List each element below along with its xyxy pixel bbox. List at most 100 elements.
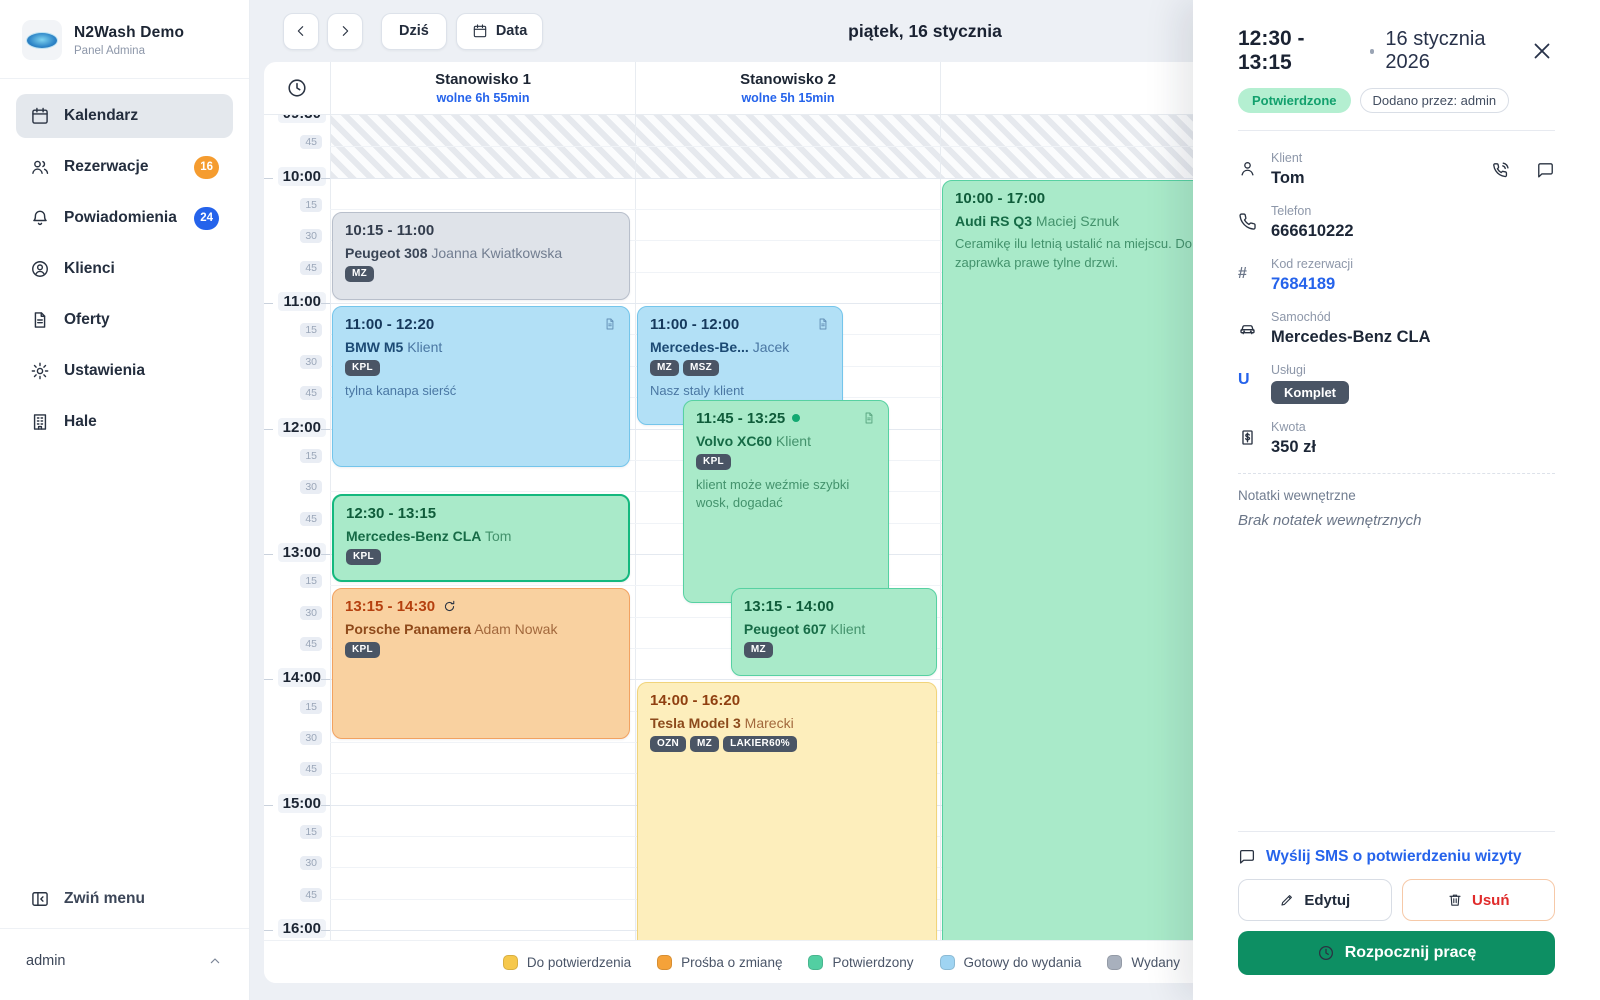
event-tag: KPL (696, 453, 731, 470)
column-free-time: wolne 5h 15min (741, 91, 835, 105)
event-tags: KPL (346, 548, 616, 565)
event-car: Porsche Panamera (345, 620, 472, 637)
event-tag: MSZ (683, 359, 720, 376)
event-card-mercedes-benz-cla[interactable]: 12:30 - 13:15 Mercedes-Benz CLA Tom KPL (332, 493, 630, 582)
clock-icon (286, 77, 308, 99)
event-time: 14:00 - 16:20 (650, 691, 741, 709)
event-time: 13:15 - 14:30 (345, 598, 617, 615)
hour-tick (321, 679, 330, 681)
current-date-title: piątek, 16 stycznia (848, 20, 1002, 41)
collapse-menu-button[interactable]: Zwiń menu (0, 870, 249, 928)
sidebar-item-oferty[interactable]: Oferty (16, 298, 233, 342)
event-client: Marecki (740, 714, 794, 731)
added-by-badge: Dodano przez: admin (1359, 88, 1510, 113)
legend-swatch (1107, 954, 1123, 970)
notes-label: Notatki wewnętrzne (1238, 488, 1356, 503)
hash-icon: # (1238, 265, 1247, 282)
minute-label: 30 (264, 354, 322, 369)
phone-call-icon[interactable] (1491, 161, 1510, 180)
sidebar-item-klienci[interactable]: Klienci (16, 247, 233, 291)
next-day-button[interactable] (327, 12, 363, 50)
app-header: N2Wash Demo Panel Admina (0, 0, 249, 79)
field-label: Klient (1271, 151, 1303, 165)
sidebar-item-hale[interactable]: Hale (16, 400, 233, 444)
hour-tick (264, 177, 273, 179)
event-tags: MZ (743, 641, 924, 658)
event-vehicle-row: Mercedes-Be... Jacek (650, 339, 830, 355)
field-value: Tom (1271, 169, 1305, 187)
delete-button[interactable]: Usuń (1401, 879, 1555, 921)
hour-tick (321, 553, 330, 555)
sidebar-item-label: Ustawienia (64, 362, 145, 379)
sidebar-item-powiadomienia[interactable]: Powiadomienia 24 (16, 196, 233, 240)
user-menu[interactable]: admin (0, 928, 249, 1000)
event-note: klient może weźmie szybki wosk, dogadać (696, 476, 850, 511)
field-label: Telefon (1271, 204, 1312, 218)
minute-label: 15 (264, 574, 322, 589)
minute-label: 45 (264, 887, 322, 902)
legend-item-potwierdzony: Potwierdzony (808, 954, 914, 970)
edit-button[interactable]: Edytuj (1238, 879, 1392, 921)
event-card-bmw-m5[interactable]: 11:00 - 12:20 BMW M5 Klient KPL tylna kanap… (332, 305, 630, 467)
minute-label: 15 (264, 198, 322, 213)
chat-icon[interactable] (1536, 161, 1555, 180)
event-tag: LAKIER60% (723, 735, 797, 752)
event-card-tesla-model-3[interactable]: 14:00 - 16:20 Tesla Model 3 Marecki OZN MZ L… (637, 681, 937, 940)
event-card-peugeot-308[interactable]: 10:15 - 11:00 Peugeot 308 Joanna Kwiatkow… (332, 211, 630, 300)
event-car: Volvo XC60 (696, 432, 773, 449)
legend-label: Potwierdzony (832, 954, 914, 970)
event-card-porsche-panamera[interactable]: 13:15 - 14:30 Porsche Panamera Adam Nowak… (332, 587, 630, 739)
column-header-stanowisko-2: Stanowisko 2 wolne 5h 15min (635, 62, 940, 114)
person-circle-icon (30, 259, 50, 279)
sidebar: N2Wash Demo Panel Admina Kalendarz Rezerw… (0, 0, 250, 1000)
sidebar-item-label: Hale (64, 413, 97, 430)
status-badge: Potwierdzone (1238, 88, 1351, 113)
sidebar-item-rezerwacje[interactable]: Rezerwacje 16 (16, 145, 233, 189)
field-label: Samochód (1271, 310, 1331, 324)
sidebar-item-kalendarz[interactable]: Kalendarz (16, 94, 233, 138)
event-vehicle-row: Mercedes-Benz CLA Tom (346, 528, 616, 544)
event-tag: MZ (345, 265, 375, 282)
field-label: Kod rezerwacji (1271, 257, 1353, 271)
start-work-button[interactable]: Rozpocznij pracę (1238, 931, 1555, 975)
minute-label: 45 (264, 386, 322, 401)
hour-tick (264, 303, 273, 305)
detail-time-range: 12:30 - 13:15 (1238, 27, 1305, 74)
car-icon (1238, 318, 1257, 337)
prev-day-button[interactable] (283, 12, 319, 50)
date-picker-button[interactable]: Data (455, 12, 544, 50)
hour-label: 16:00 (264, 919, 326, 939)
notification-badge: 16 (194, 155, 219, 179)
event-car: Tesla Model 3 (650, 714, 741, 731)
toolbar: Dziś Data piątek, 16 stycznia (250, 0, 1600, 62)
column-divider (330, 115, 331, 940)
detail-field-klient: Klient Tom (1238, 151, 1555, 188)
hour-tick (264, 428, 273, 430)
event-client: Adam Nowak (471, 620, 558, 637)
event-client: Klient (403, 338, 443, 355)
hour-tick (321, 804, 330, 806)
event-car: BMW M5 (345, 338, 404, 355)
event-tag: KPL (345, 641, 380, 658)
event-card-volvo-xc60[interactable]: 11:45 - 13:25 Volvo XC60 Klient KPL klient … (683, 399, 890, 603)
minute-label: 30 (264, 229, 322, 244)
today-button[interactable]: Dziś (381, 12, 447, 50)
send-sms-link[interactable]: Wyślij SMS o potwierdzeniu wizyty (1238, 848, 1555, 866)
event-note: Nasz staly klient (650, 382, 744, 398)
event-tags: MZ (345, 265, 617, 282)
app-logo (22, 20, 62, 60)
receipt-icon (1238, 428, 1257, 447)
notes-empty-text: Brak notatek wewnętrznych (1238, 512, 1422, 529)
document-icon (862, 411, 876, 425)
collapse-icon (30, 889, 50, 909)
hour-tick (321, 930, 330, 932)
client-actions (1491, 151, 1555, 188)
event-vehicle-row: Tesla Model 3 Marecki (650, 715, 924, 731)
legend-item-gotowy-do-wydania: Gotowy do wydania (939, 954, 1081, 970)
field-value[interactable]: 7684189 (1271, 275, 1336, 293)
event-card-peugeot-607[interactable]: 13:15 - 14:00 Peugeot 607 Klient MZ (730, 587, 937, 676)
sidebar-item-ustawienia[interactable]: Ustawienia (16, 349, 233, 393)
column-free-time: wolne 6h 55min (436, 91, 530, 105)
minute-label: 45 (264, 135, 322, 150)
close-icon[interactable] (1529, 38, 1555, 64)
